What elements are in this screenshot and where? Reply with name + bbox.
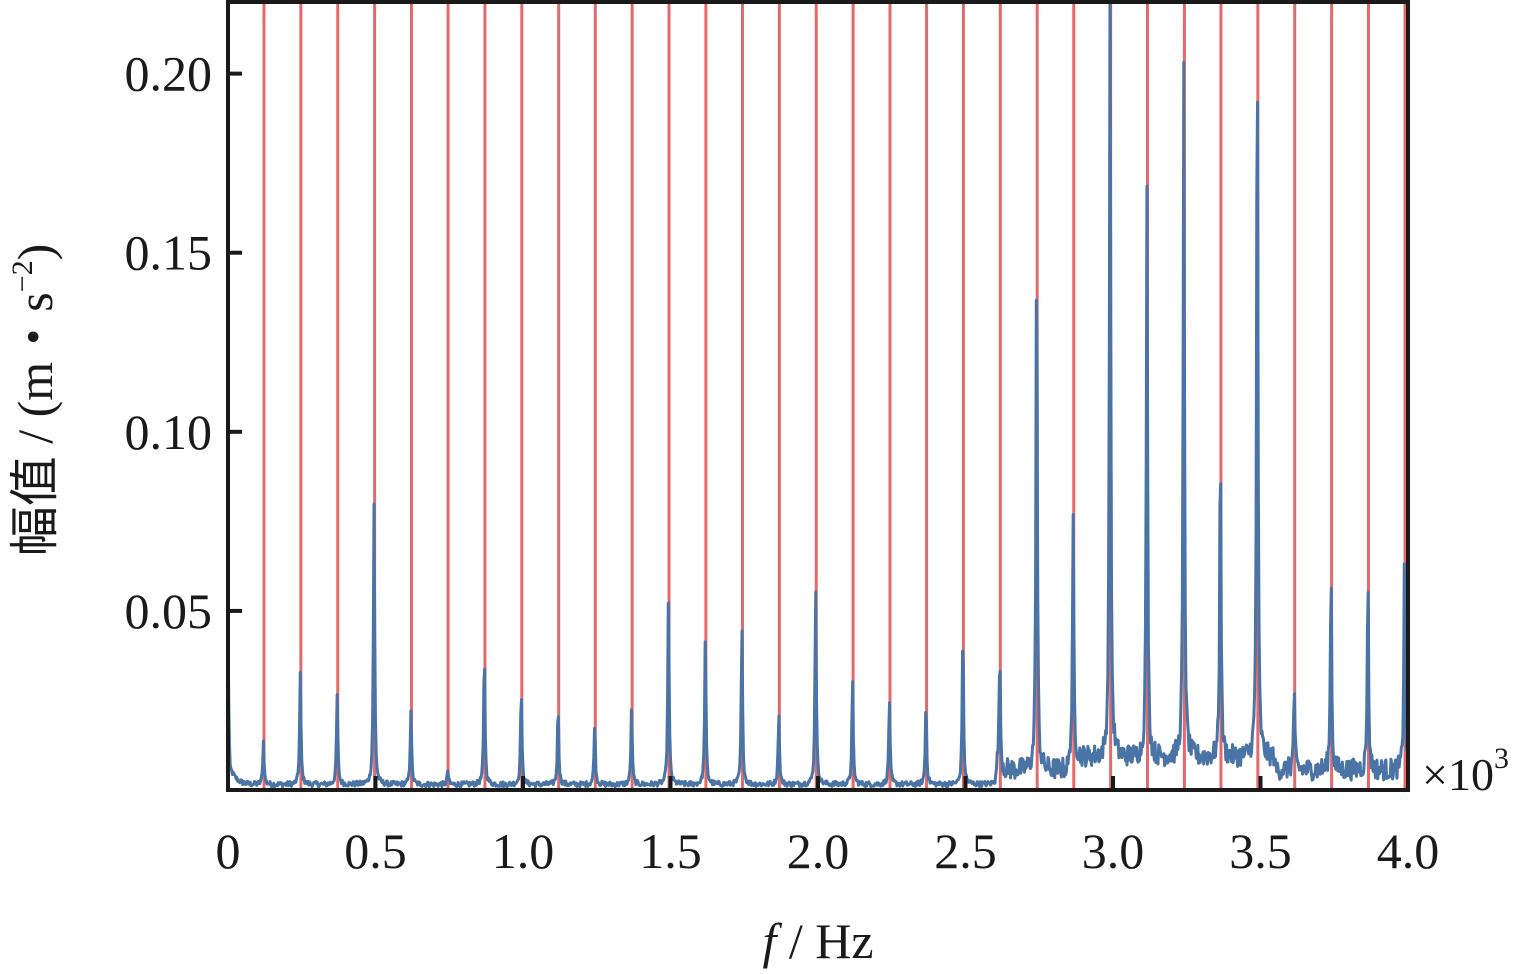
spectrum-peak-5: [446, 774, 450, 778]
x-tick-label-5: 2.5: [934, 823, 997, 879]
x-tick-label-0: 0: [216, 823, 241, 879]
x-tick-label-7: 3.5: [1229, 823, 1292, 879]
y-tick-label-1: 0.10: [125, 404, 213, 460]
spectrum-peak-15: [814, 587, 818, 591]
x-multiplier-base: ×10: [1422, 749, 1494, 800]
y-axis-label-exponent: −2: [6, 260, 39, 292]
spectrum-peak-20: [998, 670, 1002, 674]
y-tick-labels: 0.05 0.10 0.15 0.20: [125, 46, 213, 639]
spectrum-peak-11: [666, 598, 670, 602]
spectrum-peak-1: [298, 677, 302, 681]
y-tick-label-0: 0.05: [125, 583, 213, 639]
spectrum-peak-7: [519, 691, 523, 695]
spectrum-peak-26: [1218, 466, 1222, 470]
x-tick-label-2: 1.0: [492, 823, 555, 879]
x-tick-label-4: 2.0: [787, 823, 850, 879]
spectrum-peak-10: [630, 713, 634, 717]
y-tick-label-2: 0.15: [125, 225, 213, 281]
spectrum-peak-22: [1071, 555, 1075, 559]
spectrum-peak-13: [740, 630, 744, 634]
spectrum-peak-21: [1035, 254, 1039, 258]
spectrum-peak-6: [482, 655, 486, 659]
spectrum-peak-27: [1255, 36, 1259, 40]
spectrum-peak-12: [703, 641, 707, 645]
y-axis-label: 幅值 / (m・s−2): [6, 244, 63, 556]
spectrum-peak-3: [372, 509, 376, 513]
y-axis-label-prefix: 幅值 / (m・s: [7, 292, 63, 556]
x-tick-label-6: 3.0: [1082, 823, 1145, 879]
x-tick-label-3: 1.5: [639, 823, 702, 879]
plot-background: [228, 2, 1408, 790]
x-tick-label-1: 0.5: [344, 823, 407, 879]
spectrum-peak-4: [409, 713, 413, 717]
plot-frame: [226, 0, 1410, 792]
spectrum-peak-18: [924, 706, 928, 710]
spectrum-peak-28: [1292, 709, 1296, 713]
spectrum-peak-29: [1329, 584, 1333, 588]
spectrum-peak-0: [261, 745, 265, 749]
spectrum-peak-16: [851, 684, 855, 688]
spectrum-peak-31: [1402, 570, 1406, 574]
x-axis-label-unit: / Hz: [776, 913, 873, 969]
y-ticks: [228, 71, 242, 613]
spectrum-peak-25: [1182, 100, 1186, 104]
spectrum-peak-9: [593, 727, 597, 731]
x-axis-label: f / Hz: [762, 913, 873, 969]
x-tick-label-8: 4.0: [1377, 823, 1440, 879]
spectrum-peak-17: [887, 702, 891, 706]
x-multiplier-label: ×103: [1422, 742, 1509, 800]
y-axis-label-suffix: ): [7, 244, 63, 261]
spectrum-peak-19: [961, 634, 965, 638]
spectrum-peak-24: [1145, 226, 1149, 230]
x-multiplier-exponent: 3: [1494, 742, 1509, 775]
spectrum-peak-30: [1366, 595, 1370, 599]
y-tick-label-3: 0.20: [125, 46, 213, 102]
spectrum-peak-2: [335, 698, 339, 702]
spectrum-line: [228, 2, 1408, 789]
spectrum-series: [228, 2, 1408, 789]
spectrum-peak-14: [777, 716, 781, 720]
x-tick-labels: 0 0.5 1.0 1.5 2.0 2.5 3.0 3.5 4.0: [216, 823, 1440, 879]
spectrum-peak-8: [556, 709, 560, 713]
